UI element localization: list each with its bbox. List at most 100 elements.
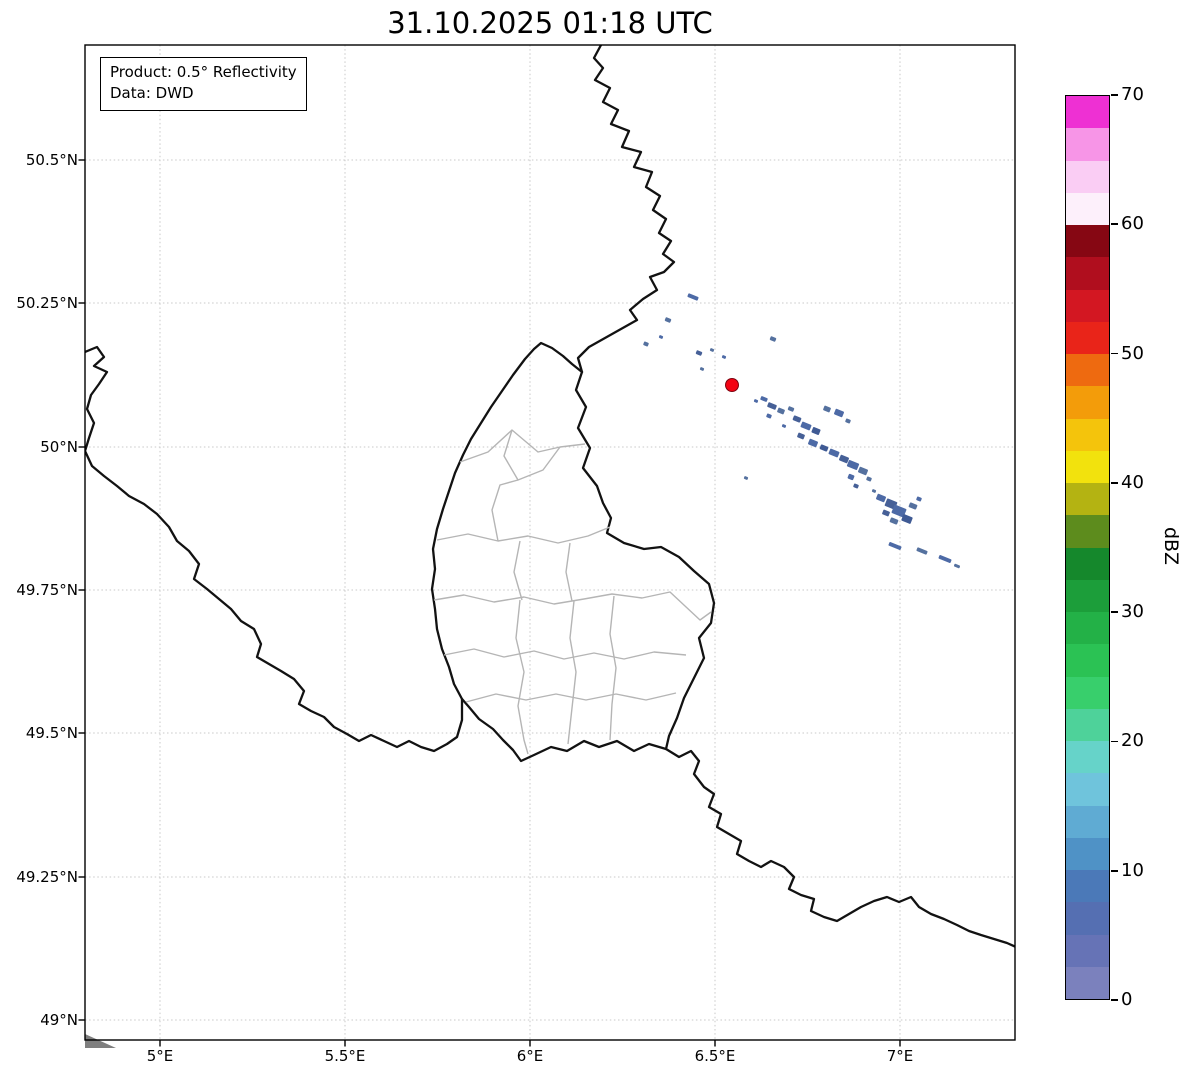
colorbar-segment — [1066, 192, 1109, 225]
echo-pixel — [889, 517, 899, 525]
canton-borders — [433, 429, 712, 755]
colorbar-tick-mark — [1111, 352, 1118, 355]
echo-pixel — [797, 432, 805, 440]
lon-tick-label: 6.5°E — [694, 1047, 736, 1065]
colorbar-tick-label: 20 — [1121, 730, 1144, 752]
echo-pixel — [769, 336, 777, 342]
colorbar-tick-mark — [1111, 999, 1118, 1001]
colorbar-segment — [1066, 450, 1109, 483]
figure-title: 31.10.2025 01:18 UTC — [387, 6, 713, 40]
echo-pixel — [853, 483, 859, 489]
echo-pixel — [743, 476, 749, 480]
colorbar-tick-mark — [1111, 94, 1118, 96]
echo-pixel — [760, 396, 768, 402]
border-luxembourg — [430, 341, 716, 763]
colorbar-segment — [1066, 676, 1109, 709]
colorbar-segment — [1066, 644, 1109, 677]
lat-tick-label: 49.5°N — [25, 724, 78, 742]
colorbar-segment — [1066, 902, 1109, 935]
lon-tick-label: 7°E — [886, 1047, 914, 1065]
lat-tick-label: 50°N — [40, 438, 78, 456]
colorbar-segment — [1066, 515, 1109, 548]
data-source-line: Data: DWD — [110, 84, 194, 103]
echo-pixel — [871, 489, 877, 493]
echo-pixel — [766, 413, 772, 419]
echo-pixel — [839, 454, 849, 464]
echo-pixel — [953, 563, 961, 569]
echo-pixel — [845, 418, 851, 424]
echo-pixel — [777, 407, 785, 415]
colorbar-segment — [1066, 612, 1109, 645]
echo-pixel — [808, 438, 818, 448]
echo-pixel — [846, 459, 860, 471]
echo-pixel — [811, 427, 821, 435]
echo-pixel — [866, 476, 872, 482]
colorbar-tick-label: 0 — [1121, 989, 1133, 1010]
echo-pixel — [916, 547, 928, 555]
colorbar-segment — [1066, 225, 1109, 258]
gridlines — [85, 45, 1015, 1040]
echo-pixel — [891, 504, 907, 518]
product-info-box: Product: 0.5° Reflectivity Data: DWD — [100, 57, 307, 111]
colorbar-segment — [1066, 773, 1109, 806]
echo-pixel — [876, 493, 886, 503]
colorbar-segment — [1066, 547, 1109, 580]
axis-ticks — [78, 159, 901, 1047]
colorbar-segment — [1066, 354, 1109, 387]
corner-shape — [85, 1034, 116, 1048]
echo-pixel — [938, 555, 952, 563]
colorbar-segment — [1066, 386, 1109, 419]
echo-pixel — [709, 348, 715, 352]
colorbar-segment — [1066, 741, 1109, 774]
colorbar-tick-mark — [1111, 740, 1118, 743]
echo-pixel — [792, 415, 802, 423]
echo-pixel — [687, 293, 699, 301]
colorbar-tick-label: 50 — [1121, 342, 1144, 364]
border-france-germany — [664, 747, 1015, 948]
lat-tick-label: 49.25°N — [16, 868, 78, 886]
colorbar-segment — [1066, 160, 1109, 193]
border-france-belgium — [85, 345, 464, 753]
echo-pixel — [834, 408, 844, 418]
echo-pixel — [823, 405, 831, 413]
echo-pixel — [908, 502, 918, 510]
colorbar-segment — [1066, 96, 1109, 129]
colorbar-segment — [1066, 579, 1109, 612]
colorbar-segment — [1066, 805, 1109, 838]
colorbar-segment — [1066, 837, 1109, 870]
echo-pixel — [800, 421, 812, 431]
lat-tick-label: 49.75°N — [16, 581, 78, 599]
echo-pixel — [828, 448, 840, 458]
colorbar-segment — [1066, 128, 1109, 161]
colorbar-tick-label: 40 — [1121, 471, 1144, 493]
colorbar-tick-label: 10 — [1121, 859, 1144, 881]
echo-pixel — [858, 466, 868, 476]
colorbar-segment — [1066, 257, 1109, 290]
lat-tick-label: 49°N — [40, 1011, 78, 1029]
echo-pixel — [888, 542, 902, 550]
colorbar — [1065, 95, 1110, 1000]
echo-pixel — [767, 402, 777, 410]
echo-pixel — [882, 509, 890, 517]
colorbar-tick-label: 70 — [1121, 84, 1144, 105]
colorbar-tick-label: 60 — [1121, 213, 1144, 235]
echo-pixel — [664, 317, 672, 323]
radar-echoes — [643, 293, 961, 569]
border-belgium-germany — [576, 45, 676, 374]
echo-pixel — [699, 367, 705, 371]
echo-pixel — [643, 341, 649, 347]
colorbar-segment — [1066, 321, 1109, 354]
echo-pixel — [781, 424, 787, 428]
colorbar-segment — [1066, 966, 1109, 999]
echo-pixel — [916, 496, 922, 502]
dbz-axis-label: dBZ — [1160, 526, 1182, 566]
lon-tick-label: 5°E — [146, 1047, 174, 1065]
colorbar-segment — [1066, 708, 1109, 741]
lat-tick-label: 50.5°N — [25, 151, 78, 169]
echo-pixel — [721, 355, 727, 359]
lat-tick-label: 50.25°N — [16, 294, 78, 312]
lon-tick-label: 6°E — [516, 1047, 544, 1065]
product-line: Product: 0.5° Reflectivity — [110, 63, 297, 81]
